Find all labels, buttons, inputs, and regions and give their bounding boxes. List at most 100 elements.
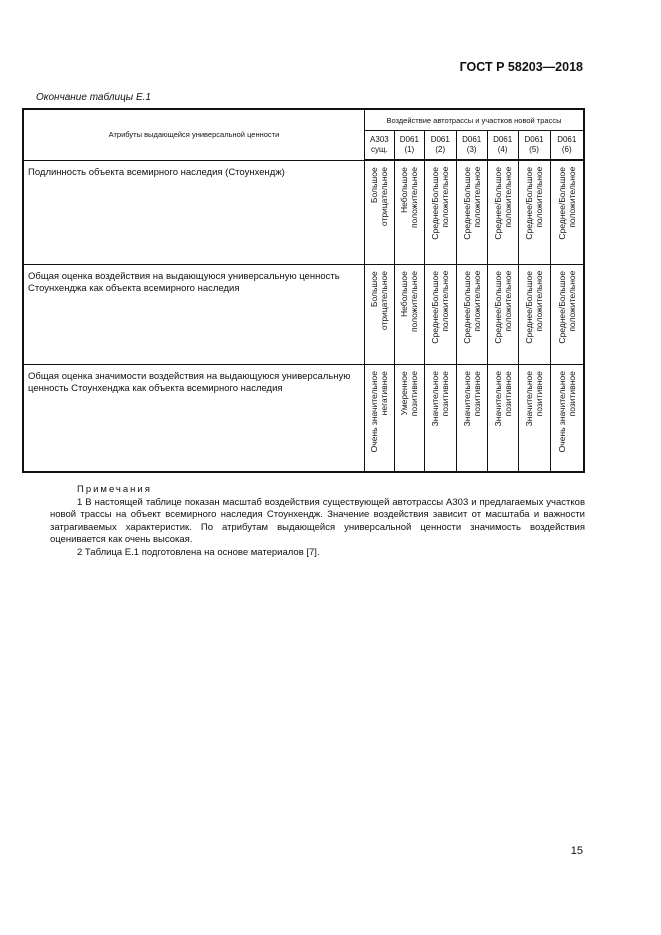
impact-line-2: положительное (440, 167, 451, 229)
impact-line-1: Значительное (430, 370, 441, 426)
impact-line-2: положительное (471, 167, 482, 229)
impact-line-2: положительное (440, 270, 451, 332)
impact-cell: Значительное позитивное (486, 363, 519, 473)
notes: Примечания 1 В настоящей таблице показан… (50, 484, 585, 559)
impact-value: Среднее/Большое положительное (462, 167, 482, 240)
column-code: D061 (462, 135, 482, 144)
impact-value: Большое отрицательное (369, 167, 389, 226)
impact-line-1: Большое (369, 270, 380, 307)
note-2: 2 Таблица Е.1 подготовлена на основе мат… (77, 546, 320, 558)
impact-cell: Среднее/Большое положительное (549, 263, 585, 365)
column-code: D061 (557, 135, 577, 144)
impact-cell: Очень значительное негативное (363, 363, 395, 473)
impact-table: Атрибуты выдающейся универсальной ценнос… (22, 108, 585, 473)
impact-line-2: позитивное (440, 370, 451, 416)
page-number: 15 (570, 845, 583, 857)
attributes-header: Атрибуты выдающейся универсальной ценнос… (22, 108, 365, 161)
column-header: D061 (3) (455, 130, 488, 161)
impact-value: Среднее/Большое положительное (524, 167, 544, 240)
impact-group-header: Воздействие автотрассы и участков новой … (363, 108, 585, 131)
impact-line-1: Большое (369, 167, 380, 203)
impact-value: Значительное позитивное (493, 371, 513, 426)
impact-value: Значительное позитивное (430, 371, 450, 426)
impact-line-1: Значительное (524, 370, 535, 426)
impact-cell: Среднее/Большое положительное (486, 263, 519, 365)
impact-value: Значительное позитивное (524, 371, 544, 426)
column-sub: сущ. (370, 145, 388, 154)
impact-cell: Среднее/Большое положительное (423, 159, 457, 265)
note-1: 1 В настоящей таблице показан масштаб во… (50, 496, 585, 546)
impact-value: Очень значительное негативное (369, 371, 389, 452)
impact-line-1: Среднее/Большое (430, 270, 441, 344)
column-header: D061 (4) (486, 130, 519, 161)
impact-line-1: Среднее/Большое (430, 167, 441, 240)
impact-cell: Большое отрицательное (363, 263, 395, 365)
row-label: Общая оценка значимости воздействия на в… (22, 363, 365, 473)
table-caption: Окончание таблицы Е.1 (36, 92, 151, 103)
table-row: Подлинность объекта всемирного наследия … (22, 159, 585, 265)
impact-cell: Среднее/Большое положительное (455, 263, 488, 365)
impact-cell: Среднее/Большое положительное (423, 263, 457, 365)
impact-value: Среднее/Большое положительное (524, 271, 544, 344)
impact-line-1: Среднее/Большое (492, 167, 503, 240)
impact-line-2: положительное (471, 270, 482, 332)
impact-cell: Среднее/Большое положительное (486, 159, 519, 265)
impact-value: Умеренное позитивное (399, 371, 419, 416)
impact-line-1: Среднее/Большое (524, 167, 535, 240)
column-header: D061 (6) (549, 130, 585, 161)
impact-line-1: Очень значительное (556, 370, 567, 452)
impact-line-2: позитивное (502, 370, 513, 416)
impact-value: Небольшое положительное (399, 271, 419, 332)
impact-line-2: отрицательное (379, 167, 390, 227)
impact-line-1: Значительное (492, 370, 503, 426)
impact-cell: Небольшое положительное (393, 159, 425, 265)
impact-line-2: позитивное (566, 370, 577, 416)
impact-line-2: положительное (534, 167, 545, 229)
impact-line-2: позитивное (409, 370, 420, 416)
column-sub: (1) (404, 145, 415, 154)
impact-value: Большое отрицательное (369, 271, 389, 330)
column-sub: (3) (466, 145, 477, 154)
impact-line-1: Среднее/Большое (556, 167, 567, 240)
column-code: D061 (399, 135, 419, 144)
impact-cell: Значительное позитивное (423, 363, 457, 473)
impact-value: Среднее/Большое положительное (462, 271, 482, 344)
impact-cell: Значительное позитивное (517, 363, 551, 473)
impact-value: Значительное позитивное (462, 371, 482, 426)
table-row: Общая оценка воздействия на выдающуюся у… (22, 263, 585, 365)
document-id: ГОСТ Р 58203—2018 (459, 60, 583, 74)
row-label: Общая оценка воздействия на выдающуюся у… (22, 263, 365, 365)
column-sub: (5) (529, 145, 539, 154)
impact-line-1: Очень значительное (369, 370, 380, 452)
column-sub: (2) (435, 145, 446, 154)
impact-line-2: негативное (379, 370, 390, 415)
table-row: Общая оценка значимости воздействия на в… (22, 363, 585, 473)
impact-line-2: положительное (409, 270, 420, 332)
impact-value: Среднее/Большое положительное (430, 167, 450, 240)
column-sub: (6) (561, 145, 572, 154)
column-code: D061 (430, 135, 450, 144)
impact-cell: Большое отрицательное (363, 159, 395, 265)
impact-line-2: положительное (502, 270, 513, 332)
impact-line-2: позитивное (471, 370, 482, 416)
impact-cell: Умеренное позитивное (393, 363, 425, 473)
impact-cell: Значительное позитивное (455, 363, 488, 473)
impact-value: Среднее/Большое положительное (493, 271, 513, 344)
impact-value: Среднее/Большое положительное (557, 271, 577, 344)
column-code: D061 (524, 135, 544, 144)
impact-line-1: Среднее/Большое (492, 270, 503, 344)
column-header: D061 (2) (423, 130, 457, 161)
column-code: D061 (493, 135, 513, 144)
impact-line-2: положительное (409, 167, 420, 229)
impact-line-2: положительное (502, 167, 513, 229)
column-sub: (4) (497, 145, 508, 154)
impact-cell: Среднее/Большое положительное (517, 263, 551, 365)
impact-value: Очень значительное позитивное (557, 371, 577, 452)
column-code: А303 (370, 135, 389, 144)
impact-line-1: Умеренное (399, 370, 410, 415)
impact-line-1: Среднее/Большое (524, 270, 535, 344)
notes-title: Примечания (77, 484, 152, 495)
row-label: Подлинность объекта всемирного наследия … (22, 159, 365, 265)
column-header: D061 (5) (517, 130, 551, 161)
impact-line-1: Значительное (461, 370, 472, 426)
